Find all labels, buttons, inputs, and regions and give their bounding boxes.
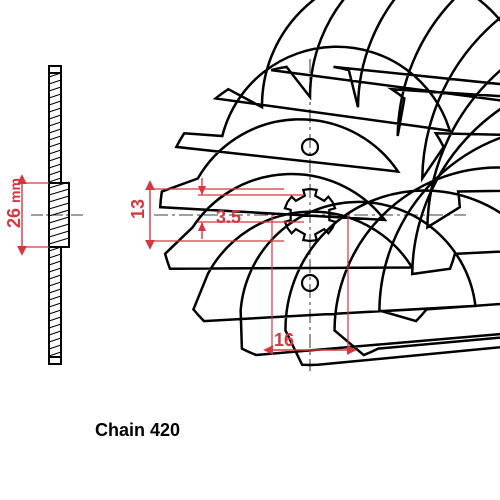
dim-spline-minor: 3.5 bbox=[216, 207, 241, 228]
dim-spline-major: 13 bbox=[128, 199, 149, 219]
chain-label: Chain 420 bbox=[95, 420, 180, 441]
sprocket-side-view bbox=[31, 66, 85, 364]
sprocket-face-view bbox=[154, 0, 500, 371]
dim-bolt-circle: 16 bbox=[274, 330, 294, 351]
dim-hub-diameter: 26 mm bbox=[4, 178, 25, 228]
